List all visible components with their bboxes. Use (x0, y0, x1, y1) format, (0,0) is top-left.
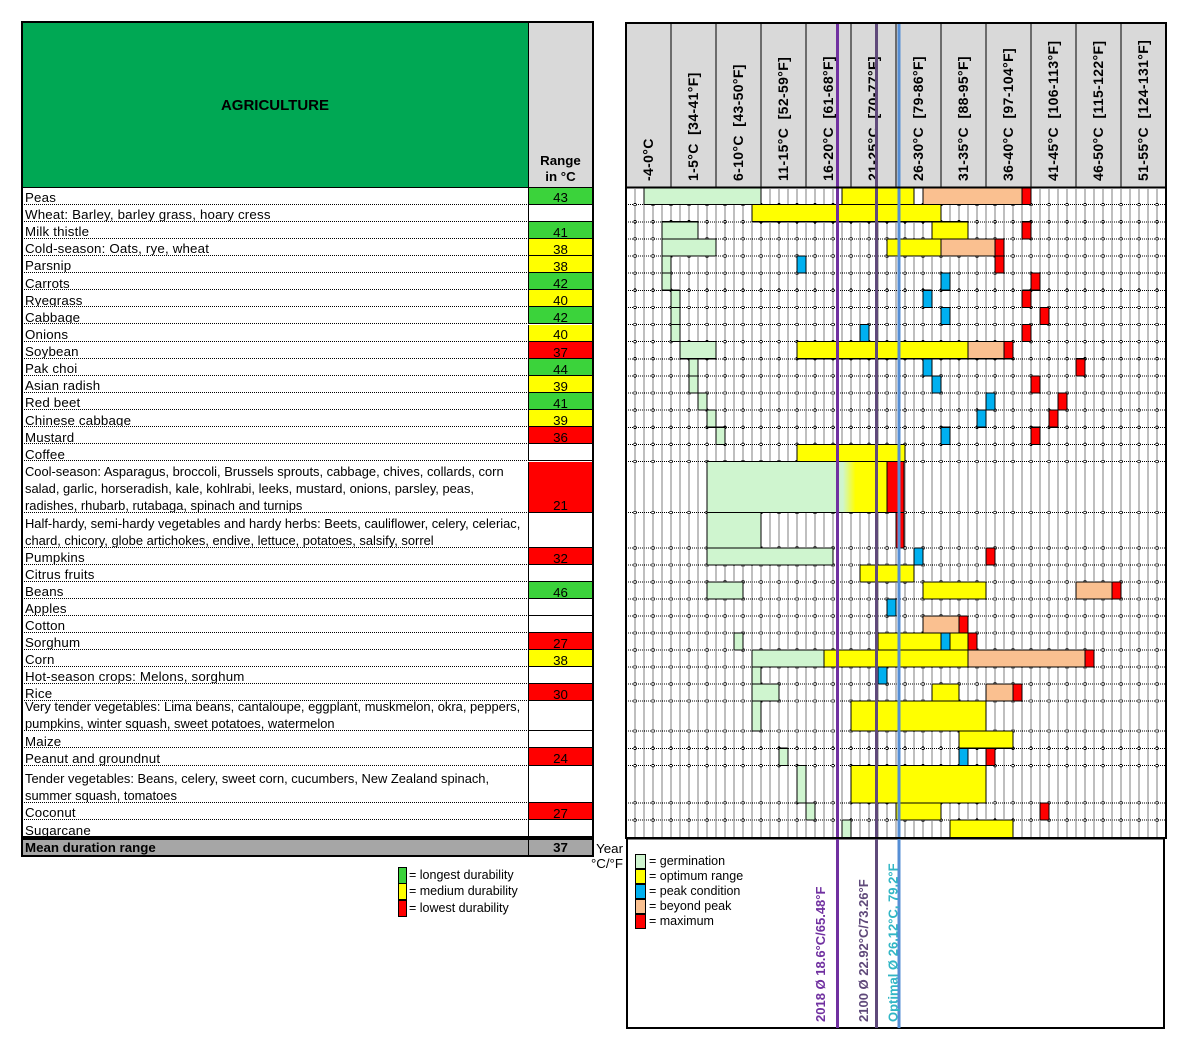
svg-text:6-10°C [43-50°F]: 6-10°C [43-50°F] (730, 64, 746, 181)
svg-text:31-35°C [88-95°F]: 31-35°C [88-95°F] (955, 56, 971, 181)
svg-text:51-55°C [124-131°F]: 51-55°C [124-131°F] (1135, 40, 1151, 181)
svg-text:21-25°C [70-77°F]: 21-25°C [70-77°F] (865, 56, 881, 181)
svg-text:2100 Ø 22.92°C/73.26°F: 2100 Ø 22.92°C/73.26°F (856, 879, 871, 1022)
svg-text:2018 Ø 18.6°C/65.48°F: 2018 Ø 18.6°C/65.48°F (813, 887, 828, 1022)
svg-text:1-5°C [34-41°F]: 1-5°C [34-41°F] (685, 72, 701, 181)
svg-text:46-50°C [115-122°F]: 46-50°C [115-122°F] (1090, 41, 1106, 181)
svg-text:26-30°C [79-86°F]: 26-30°C [79-86°F] (910, 56, 926, 181)
svg-text:11-15°C [52-59°F]: 11-15°C [52-59°F] (775, 57, 791, 181)
svg-text:-4-0°C: -4-0°C (640, 138, 656, 181)
svg-text:41-45°C [106-113°F]: 41-45°C [106-113°F] (1045, 41, 1061, 181)
svg-text:16-20°C [61-68°F]: 16-20°C [61-68°F] (820, 56, 836, 181)
svg-text:36-40°C [97-104°F]: 36-40°C [97-104°F] (1000, 48, 1016, 181)
svg-text:Optimal Ø 26.12°C, 79.2°F: Optimal Ø 26.12°C, 79.2°F (886, 863, 901, 1022)
